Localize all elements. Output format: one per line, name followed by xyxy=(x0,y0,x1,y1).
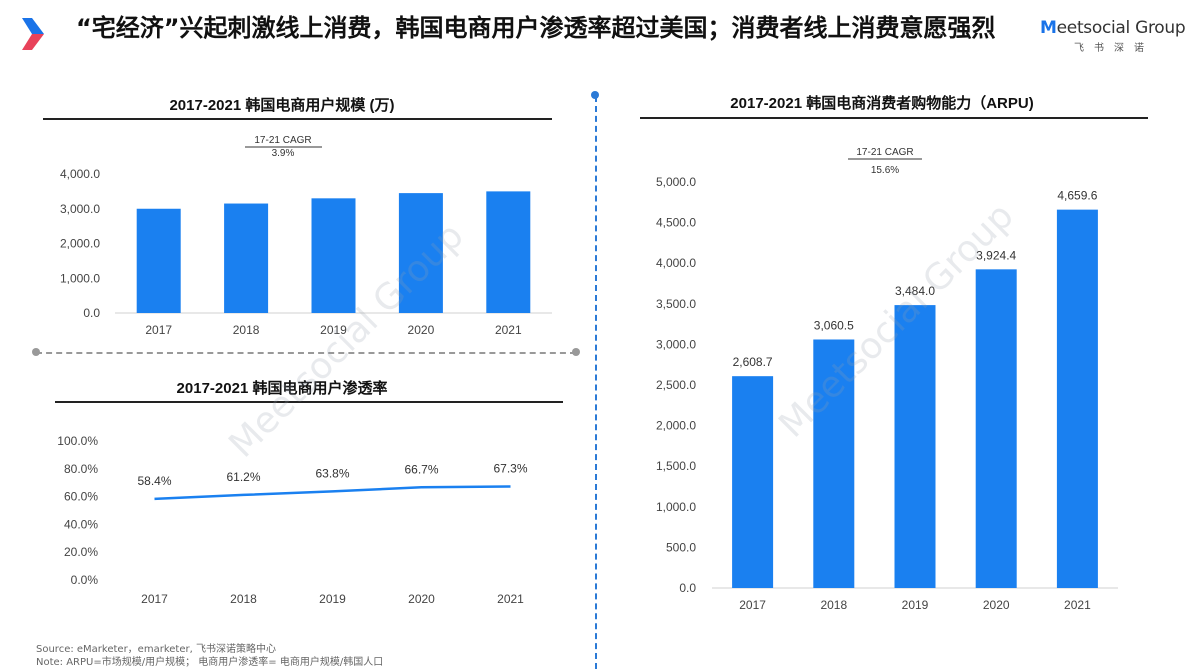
data-label: 67.3% xyxy=(493,461,527,475)
y-tick-label: 20.0% xyxy=(64,545,98,559)
x-tick-label: 2018 xyxy=(230,592,257,606)
data-label: 3,924.4 xyxy=(976,248,1016,262)
chart-title: 2017-2021 韩国电商用户渗透率 xyxy=(177,379,388,397)
data-label: 66.7% xyxy=(404,462,438,476)
data-label: 3,484.0 xyxy=(895,284,935,298)
x-tick-label: 2017 xyxy=(739,598,766,612)
y-tick-label: 2,000.0 xyxy=(60,237,100,251)
y-tick-label: 500.0 xyxy=(666,540,696,554)
x-tick-label: 2021 xyxy=(497,592,524,606)
data-label: 2,608.7 xyxy=(733,355,773,369)
y-tick-label: 3,500.0 xyxy=(656,297,696,311)
brand-logo: Meetsocial Group 飞书深诺 xyxy=(1040,18,1186,54)
divider-dot xyxy=(591,91,599,99)
x-tick-label: 2017 xyxy=(141,592,168,606)
x-tick-label: 2020 xyxy=(408,323,435,337)
bar xyxy=(486,191,531,313)
y-tick-label: 1,500.0 xyxy=(656,459,696,473)
y-tick-label: 2,500.0 xyxy=(656,378,696,392)
brand-subtitle: 飞书深诺 xyxy=(1074,43,1154,54)
y-tick-label: 0.0% xyxy=(71,573,99,587)
y-tick-label: 80.0% xyxy=(64,462,98,476)
y-tick-label: 1,000.0 xyxy=(656,500,696,514)
x-tick-label: 2020 xyxy=(408,592,435,606)
y-tick-label: 5,000.0 xyxy=(656,175,696,189)
x-tick-label: 2021 xyxy=(495,323,522,337)
bar xyxy=(136,208,181,313)
footnote-source: Source: eMarketer，emarketer, 飞书深诺策略中心 xyxy=(36,644,276,655)
vertical-divider xyxy=(595,96,597,669)
cagr-label: 17-21 CAGR xyxy=(254,135,311,146)
y-tick-label: 2,000.0 xyxy=(656,419,696,433)
y-tick-label: 60.0% xyxy=(64,490,98,504)
data-label: 61.2% xyxy=(226,470,260,484)
x-tick-label: 2020 xyxy=(983,598,1010,612)
data-label: 3,060.5 xyxy=(814,318,854,332)
brand-name-initial: M xyxy=(1040,18,1057,38)
y-tick-label: 4,500.0 xyxy=(656,216,696,230)
x-tick-label: 2019 xyxy=(902,598,929,612)
data-label: 4,659.6 xyxy=(1057,189,1097,203)
horizontal-divider xyxy=(36,352,576,354)
y-tick-label: 40.0% xyxy=(64,517,98,531)
brand-name: Meetsocial Group xyxy=(1040,18,1186,38)
y-tick-label: 4,000.0 xyxy=(656,256,696,270)
y-tick-label: 3,000.0 xyxy=(60,202,100,216)
bar xyxy=(224,203,269,313)
data-label: 58.4% xyxy=(137,474,171,488)
x-tick-label: 2018 xyxy=(233,323,260,337)
y-tick-label: 0.0 xyxy=(679,581,696,595)
y-tick-label: 100.0% xyxy=(57,434,98,448)
bar xyxy=(975,269,1017,588)
x-tick-label: 2018 xyxy=(820,598,847,612)
x-tick-label: 2017 xyxy=(145,323,172,337)
footnote-note: Note: ARPU=市场规模/用户规模； 电商用户渗透率= 电商用户规模/韩国… xyxy=(36,657,384,668)
bar xyxy=(732,376,774,588)
divider-dot-right xyxy=(572,348,580,356)
chart-title: 2017-2021 韩国电商用户规模 (万) xyxy=(169,96,394,114)
y-tick-label: 4,000.0 xyxy=(60,167,100,181)
x-tick-label: 2021 xyxy=(1064,598,1091,612)
cagr-label: 17-21 CAGR xyxy=(856,147,913,158)
x-tick-label: 2019 xyxy=(320,323,347,337)
bar xyxy=(311,198,356,313)
logo-icon xyxy=(22,18,44,50)
data-label: 63.8% xyxy=(315,466,349,480)
cagr-value: 3.9% xyxy=(272,148,295,159)
page-title: “宅经济”兴起刺激线上消费，韩国电商用户渗透率超过美国；消费者线上消费意愿强烈 xyxy=(76,14,996,42)
bar xyxy=(894,305,936,588)
bar xyxy=(398,193,443,313)
y-tick-label: 3,000.0 xyxy=(656,337,696,351)
bar xyxy=(1056,209,1098,588)
series-line xyxy=(154,485,511,501)
brand-name-rest: eetsocial Group xyxy=(1056,18,1186,38)
chart-title: 2017-2021 韩国电商消费者购物能力（ARPU) xyxy=(730,94,1033,112)
y-tick-label: 0.0 xyxy=(83,306,100,320)
y-tick-label: 1,000.0 xyxy=(60,271,100,285)
cagr-value: 15.6% xyxy=(871,165,899,176)
bar xyxy=(813,339,855,588)
x-tick-label: 2019 xyxy=(319,592,346,606)
